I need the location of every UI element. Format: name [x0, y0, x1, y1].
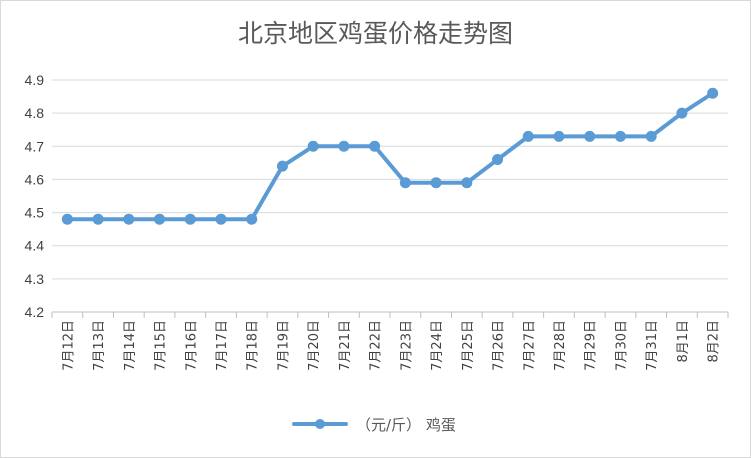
y-tick-label: 4.7	[25, 138, 45, 154]
data-point	[645, 130, 657, 142]
data-point	[676, 107, 688, 119]
y-tick-label: 4.3	[25, 271, 45, 287]
y-tick-label: 4.4	[25, 238, 45, 254]
data-point	[707, 87, 719, 99]
data-point	[369, 140, 381, 152]
data-point	[123, 213, 135, 225]
x-tick-label: 7月14日	[123, 320, 138, 371]
y-axis-ticks: 4.9 4.8 4.7 4.6 4.5 4.4 4.3 4.2	[25, 72, 45, 320]
data-point	[522, 130, 534, 142]
data-point	[307, 140, 319, 152]
x-tick-label: 7月26日	[492, 320, 507, 371]
x-tick-label: 7月31日	[645, 320, 660, 371]
y-tick-label: 4.2	[25, 304, 45, 320]
data-point	[614, 130, 626, 142]
x-tick-label: 7月15日	[154, 320, 169, 371]
series-line	[65, 91, 715, 222]
data-point	[92, 213, 104, 225]
series-group	[61, 87, 719, 225]
x-tick-label: 7月19日	[276, 320, 291, 371]
data-point	[338, 140, 350, 152]
data-point	[430, 177, 442, 189]
gridlines	[52, 79, 728, 280]
data-point	[154, 213, 166, 225]
legend-marker	[292, 419, 348, 429]
x-tick-label: 7月12日	[61, 320, 76, 371]
data-point	[246, 213, 258, 225]
x-axis-ticks: 7月12日 7月13日 7月14日 7月15日 7月16日 7月17日 7月18日 7月19日…	[61, 320, 721, 371]
data-point	[61, 213, 73, 225]
data-point	[553, 130, 565, 142]
y-tick-label: 4.6	[25, 171, 45, 187]
x-tick-label: 7月25日	[461, 320, 476, 371]
y-tick-label: 4.9	[25, 72, 45, 88]
chart-title: 北京地区鸡蛋价格走势图	[237, 19, 513, 48]
data-point	[584, 130, 596, 142]
x-tick-label: 8月1日	[676, 320, 691, 363]
x-tick-label: 7月21日	[338, 320, 353, 371]
x-tick-label: 7月28日	[553, 320, 568, 371]
data-point	[461, 177, 473, 189]
x-tick-label: 7月18日	[246, 320, 261, 371]
x-tick-label: 7月29日	[584, 320, 599, 371]
legend: （元/斤） 鸡蛋	[292, 414, 456, 434]
x-tick-label: 7月27日	[522, 320, 537, 371]
data-point	[399, 177, 411, 189]
data-point	[492, 154, 504, 166]
x-tick-label: 7月24日	[430, 320, 445, 371]
y-tick-label: 4.8	[25, 105, 45, 121]
x-axis	[51, 311, 729, 318]
data-point	[184, 213, 196, 225]
data-point	[276, 160, 288, 172]
x-tick-label: 7月20日	[307, 320, 322, 371]
y-tick-label: 4.5	[25, 205, 45, 221]
legend-label: （元/斤） 鸡蛋	[356, 415, 456, 434]
x-tick-label: 7月30日	[614, 320, 629, 371]
x-tick-label: 7月22日	[369, 320, 384, 371]
x-tick-label: 7月17日	[215, 320, 230, 371]
x-tick-label: 7月16日	[184, 320, 199, 371]
data-point	[215, 213, 227, 225]
x-tick-label: 8月2日	[707, 320, 722, 363]
x-tick-label: 7月23日	[399, 320, 414, 371]
x-tick-label: 7月13日	[92, 320, 107, 371]
